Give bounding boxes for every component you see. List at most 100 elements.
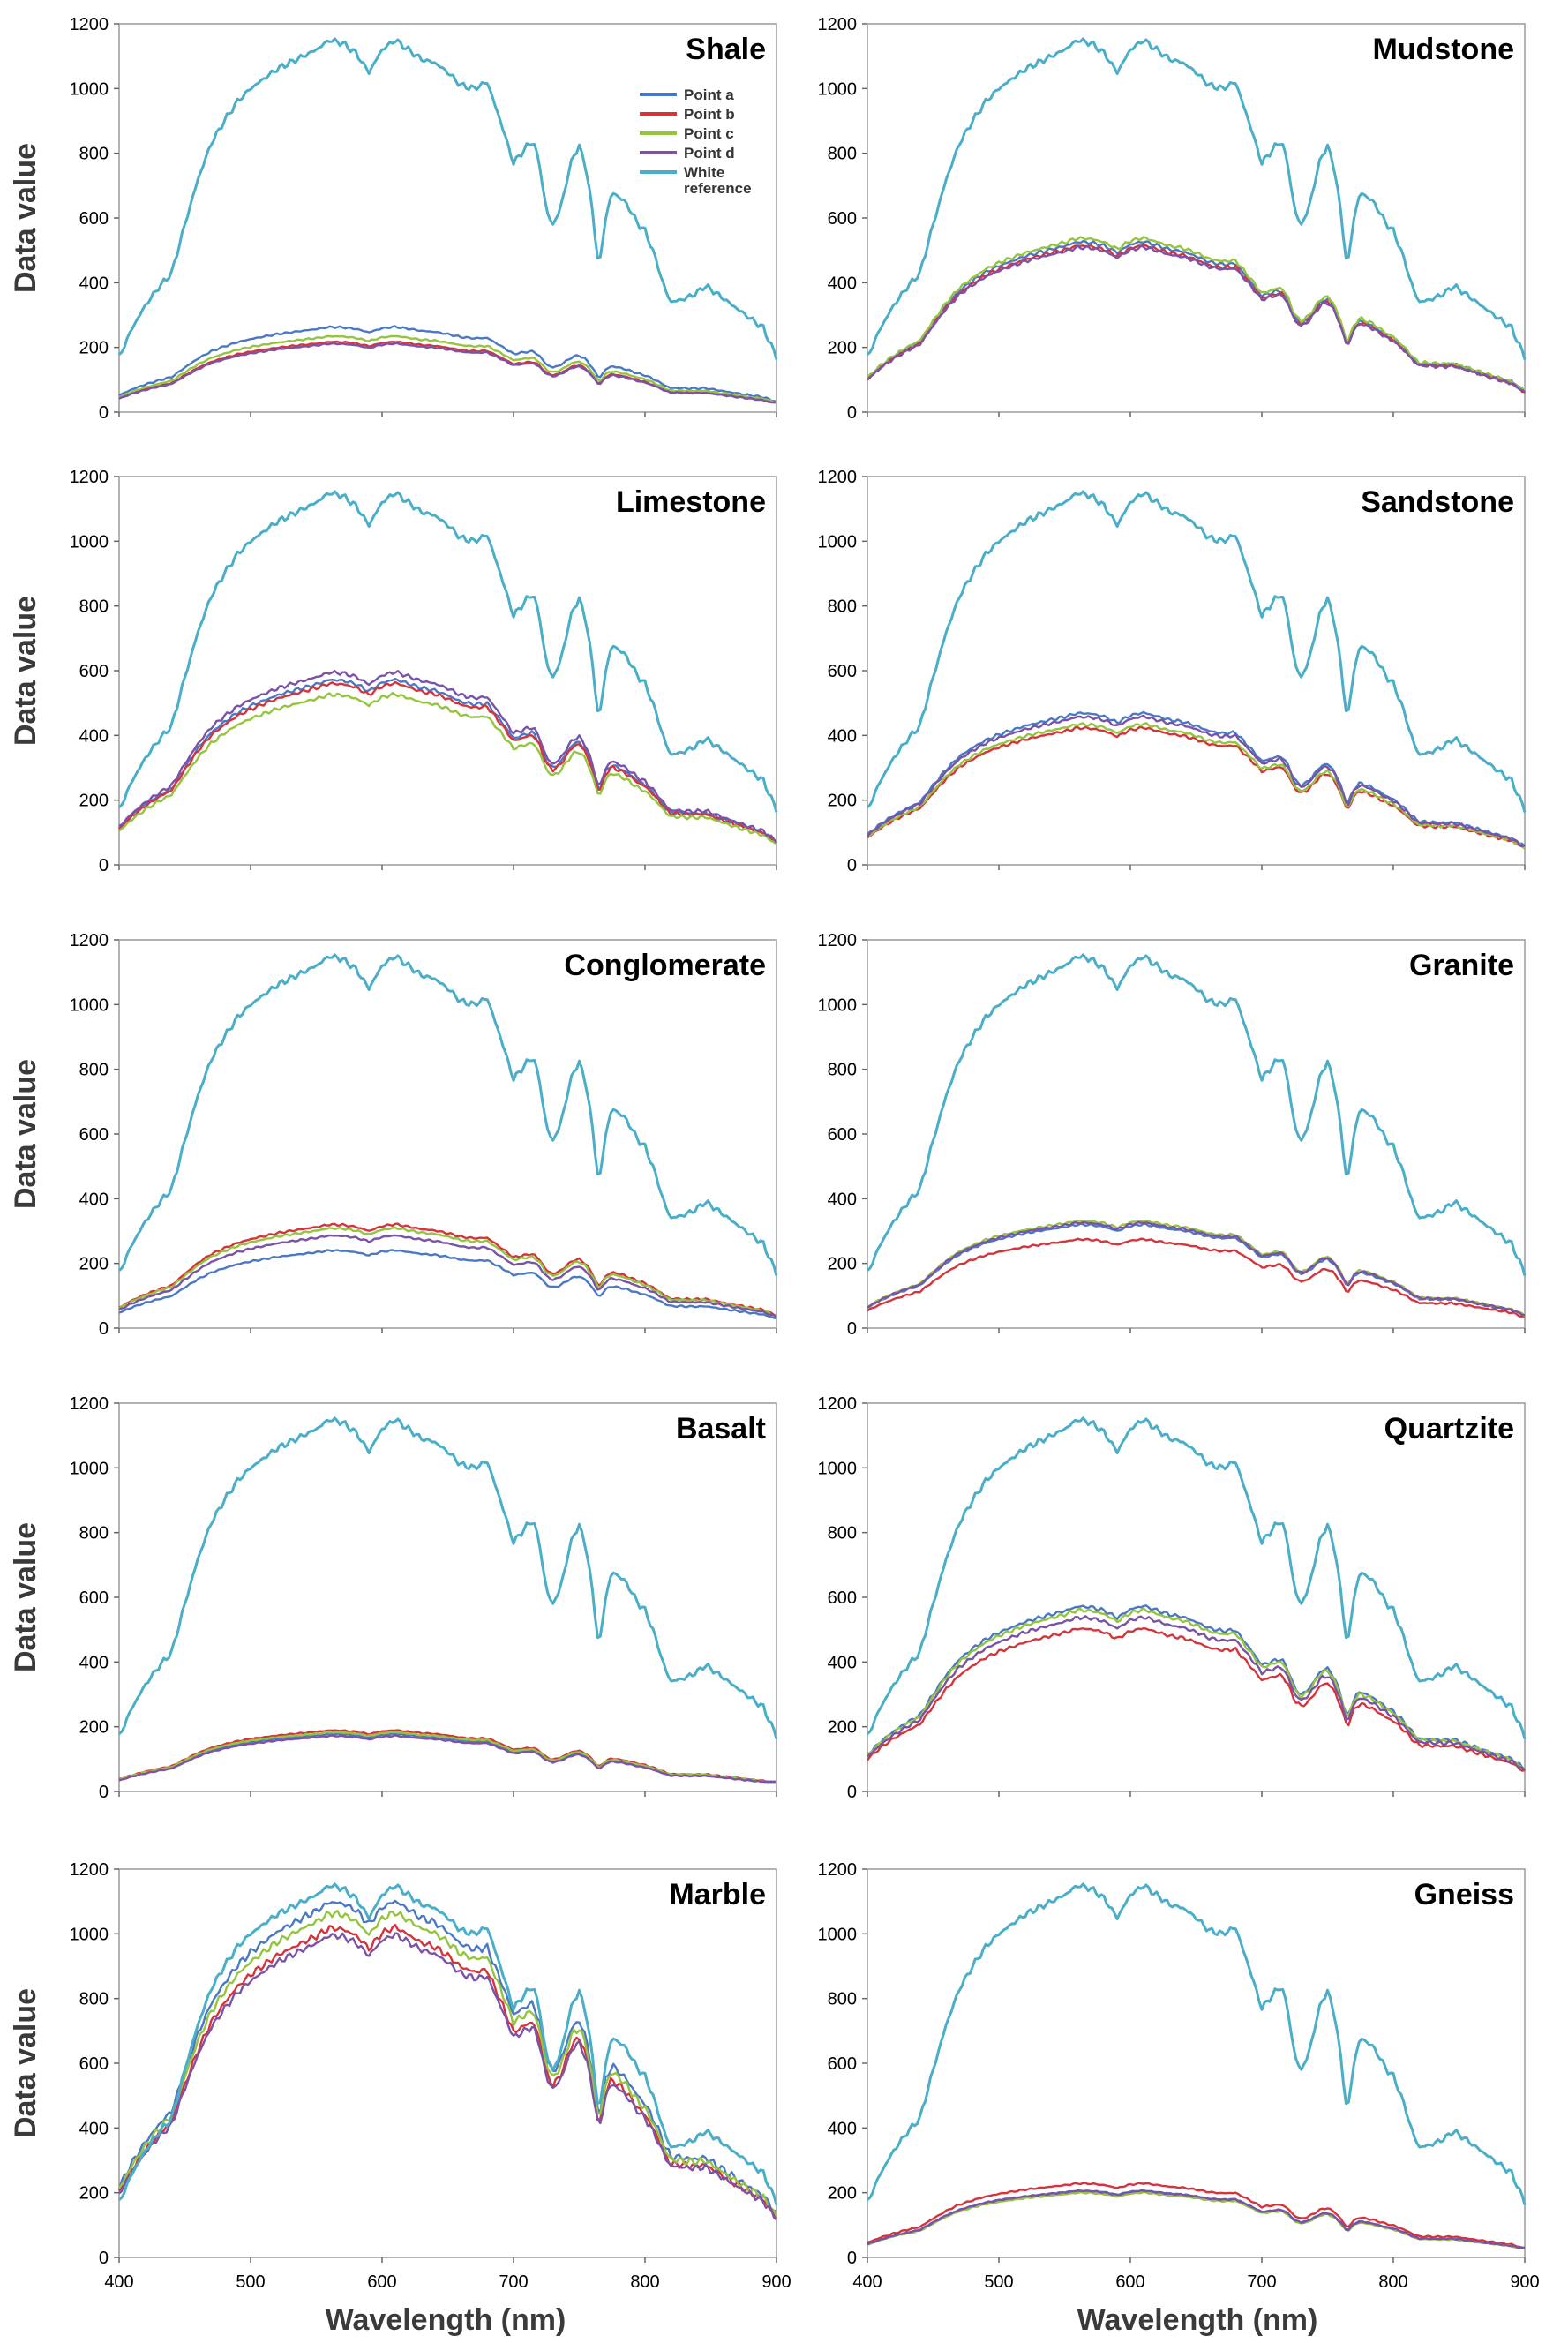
series-line-point-c — [867, 722, 1526, 850]
y-tick-label: 400 — [828, 726, 857, 746]
y-tick-label: 800 — [828, 1061, 857, 1080]
series-line-point-a — [867, 240, 1527, 394]
y-tick-label: 1000 — [818, 995, 858, 1015]
series-line-point-d — [867, 1220, 1526, 1317]
series-line-point-a — [867, 1604, 1526, 1772]
series-line-point-c — [118, 1226, 777, 1317]
series-line-white-reference — [866, 1882, 1527, 2205]
legend-entry: Point c — [640, 125, 734, 142]
y-tick-label: 1200 — [70, 1394, 109, 1414]
x-axis-label-right: Wavelength (nm) — [1077, 2303, 1318, 2337]
y-tick-label: 400 — [828, 274, 857, 293]
plot-frame — [867, 939, 1526, 1329]
y-tick-label: 800 — [79, 1990, 109, 2009]
y-tick-label: 200 — [79, 2184, 109, 2204]
series-line-point-d — [867, 1615, 1526, 1771]
y-tick-label: 600 — [79, 209, 109, 229]
y-tick-label: 1200 — [70, 468, 109, 487]
series-line-point-c — [867, 236, 1526, 392]
y-tick-label: 400 — [79, 1653, 109, 1672]
panel-mudstone: 0 200 400 600 800 1000 1200 Mudstone — [818, 15, 1527, 423]
y-tick-label: 600 — [79, 662, 109, 681]
panel-marble: 0 200 400 600 800 1000 1200 400 500 600 700 800 900 D… — [9, 1860, 792, 2292]
legend-entry: Point a — [640, 86, 734, 103]
y-axis-label: Data value — [9, 1059, 42, 1209]
series-line-point-c — [867, 1220, 1526, 1318]
y-tick-label: 0 — [99, 403, 109, 423]
series-line-point-b — [867, 1626, 1526, 1772]
series-line-point-a — [117, 1899, 777, 2213]
plot-frame — [867, 23, 1526, 413]
series-line-point-d — [867, 244, 1526, 393]
x-tick-label: 500 — [236, 2272, 265, 2292]
series-line-point-d — [118, 342, 776, 404]
y-tick-label: 400 — [79, 274, 109, 293]
series-line-white-reference — [866, 1416, 1527, 1739]
y-tick-label: 800 — [828, 1524, 857, 1543]
y-tick-label: 1200 — [818, 1860, 858, 1880]
series-line-point-a — [118, 325, 777, 402]
y-tick-label: 800 — [79, 597, 109, 617]
x-tick-label: 800 — [630, 2272, 659, 2292]
y-tick-label: 0 — [99, 856, 109, 875]
y-tick-label: 800 — [828, 145, 857, 164]
y-tick-label: 1000 — [818, 532, 858, 552]
panel-title: Marble — [669, 1878, 766, 1911]
y-tick-label: 0 — [847, 856, 857, 875]
y-tick-label: 1000 — [70, 995, 109, 1015]
y-tick-label: 600 — [79, 2054, 109, 2074]
legend-label: Point c — [684, 125, 734, 142]
y-tick-label: 200 — [79, 792, 109, 811]
x-tick-label: 700 — [1247, 2272, 1276, 2292]
series-line-white-reference — [117, 1416, 778, 1739]
y-tick-label: 0 — [847, 2249, 857, 2268]
series-line-point-b — [867, 1237, 1526, 1318]
series-line-white-reference — [117, 490, 778, 813]
x-tick-label: 700 — [499, 2272, 528, 2292]
y-axis-label: Data value — [9, 1522, 42, 1672]
y-tick-label: 0 — [99, 1319, 109, 1339]
y-tick-label: 600 — [828, 209, 857, 229]
series-line-white-reference — [866, 37, 1527, 360]
x-tick-label: 900 — [761, 2272, 791, 2292]
y-tick-label: 1200 — [70, 15, 109, 34]
y-tick-label: 600 — [828, 662, 857, 681]
y-tick-label: 800 — [79, 1061, 109, 1080]
y-tick-label: 200 — [828, 2184, 857, 2204]
series-line-point-b — [118, 680, 777, 844]
y-tick-label: 400 — [828, 1653, 857, 1672]
panel-quartzite: 0 200 400 600 800 1000 1200 Quartzite — [818, 1394, 1527, 1802]
series-line-point-d — [118, 1932, 777, 2221]
y-axis-label: Data value — [9, 1988, 42, 2138]
series-line-point-a — [118, 1249, 777, 1320]
plot-frame — [118, 476, 777, 866]
y-tick-label: 0 — [99, 2249, 109, 2268]
y-tick-label: 0 — [847, 403, 857, 423]
panel-title: Quartzite — [1384, 1412, 1514, 1446]
x-tick-label: 800 — [1378, 2272, 1407, 2292]
y-tick-label: 200 — [828, 1718, 857, 1738]
x-tick-label: 500 — [984, 2272, 1013, 2292]
panel-title: Basalt — [676, 1412, 766, 1446]
x-tick-label: 600 — [1115, 2272, 1144, 2292]
y-tick-label: 1200 — [818, 468, 858, 487]
y-tick-label: 400 — [79, 726, 109, 746]
y-tick-label: 600 — [828, 1588, 857, 1608]
y-tick-label: 1200 — [818, 1394, 858, 1414]
y-tick-label: 600 — [828, 2054, 857, 2074]
series-line-white-reference — [117, 1882, 778, 2205]
panel-title: Shale — [686, 33, 766, 66]
panel-title: Gneiss — [1414, 1878, 1514, 1911]
panel-sandstone: 0 200 400 600 800 1000 1200 Sandstone — [818, 468, 1527, 875]
panel-title: Granite — [1409, 949, 1514, 982]
series-line-white-reference — [866, 953, 1527, 1276]
y-axis-label: Data value — [9, 596, 42, 746]
panel-title: Conglomerate — [564, 949, 766, 982]
y-tick-label: 0 — [99, 1783, 109, 1802]
y-tick-label: 400 — [79, 2119, 109, 2138]
legend-label: White — [684, 164, 724, 181]
panel-title: Limestone — [616, 485, 766, 519]
plot-frame — [118, 1402, 777, 1792]
y-tick-label: 200 — [79, 1718, 109, 1738]
y-tick-label: 800 — [828, 597, 857, 617]
